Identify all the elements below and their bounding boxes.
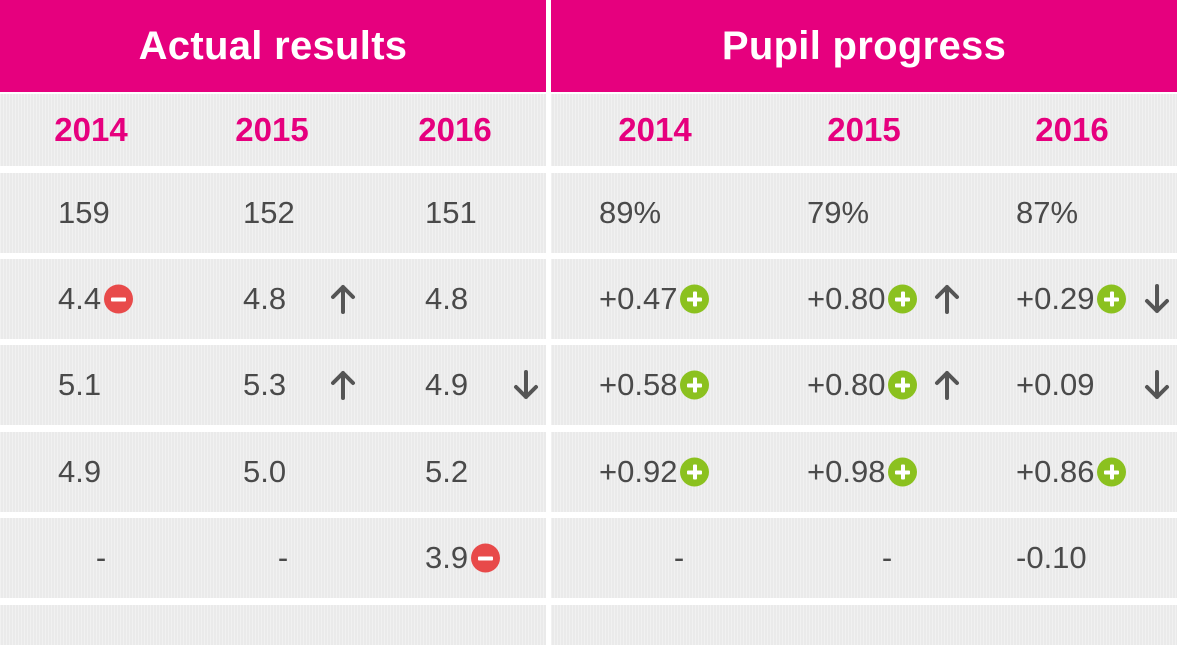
pupil-progress-title: Pupil progress	[551, 0, 1177, 92]
table-row: +0.58 +0.80 +0.09	[551, 345, 1177, 425]
table-row-partial	[0, 605, 546, 645]
plus-icon-wrapper	[888, 457, 917, 487]
progress-value-cell: 87%	[1016, 195, 1079, 230]
progress-value-cell: +0.92	[599, 454, 678, 489]
plus-icon-wrapper	[1097, 457, 1126, 487]
plus-icon-wrapper	[680, 370, 709, 400]
progress-year-2015: 2015	[827, 111, 901, 148]
progress-value-cell: +0.80	[807, 281, 886, 316]
progress-value-cell: 79%	[807, 195, 870, 230]
actual-value-cell: 3.9	[425, 540, 469, 575]
plus-icon	[680, 370, 709, 400]
progress-value-cell: +0.80	[807, 367, 886, 402]
progress-year-header-row: 2014 2015 2016	[551, 94, 1177, 166]
plus-icon-wrapper	[680, 284, 709, 314]
table-row: - - -0.10	[551, 518, 1177, 598]
actual-value-cell: 152	[243, 195, 295, 230]
actual-value-cell: 4.9	[425, 367, 469, 402]
plus-icon-wrapper	[888, 370, 917, 400]
plus-icon-wrapper	[888, 284, 917, 314]
arrow-up-icon	[330, 370, 356, 400]
plus-icon	[680, 284, 709, 314]
progress-value-cell: 89%	[599, 195, 662, 230]
plus-icon	[888, 457, 917, 487]
actual-year-2016: 2016	[418, 111, 492, 148]
arrow-up-icon	[330, 284, 356, 314]
plus-icon-wrapper	[680, 457, 709, 487]
table-row: 4.9 5.0 5.2	[0, 432, 546, 512]
progress-value-cell: -	[881, 540, 893, 575]
progress-value-cell: +0.47	[599, 281, 678, 316]
arrow-up-icon	[934, 284, 960, 314]
progress-value-cell: +0.98	[807, 454, 886, 489]
table-row: +0.47 +0.80 +0.29	[551, 259, 1177, 339]
actual-value-cell: 4.8	[425, 281, 469, 316]
progress-year-2016: 2016	[1035, 111, 1109, 148]
table-row: 4.4 4.8 4.8	[0, 259, 546, 339]
progress-value-cell: -	[673, 540, 685, 575]
actual-value-cell: -	[277, 540, 289, 575]
table-row: 89% 79% 87%	[551, 173, 1177, 253]
arrow-up-icon	[934, 370, 960, 400]
arrow-down-icon	[1144, 370, 1170, 400]
progress-value-cell: -0.10	[1016, 540, 1087, 575]
actual-year-2014: 2014	[54, 111, 128, 148]
table-row-partial	[551, 605, 1177, 645]
minus-icon	[471, 543, 500, 573]
actual-value-cell: 5.3	[243, 367, 287, 402]
actual-value-cell: 4.9	[58, 454, 102, 489]
plus-icon	[1097, 284, 1126, 314]
plus-icon	[888, 370, 917, 400]
actual-value-cell: 5.2	[425, 454, 469, 489]
progress-value-cell: +0.58	[599, 367, 678, 402]
table-row: 5.1 5.3 4.9	[0, 345, 546, 425]
plus-icon	[1097, 457, 1126, 487]
actual-value-cell: 4.4	[58, 281, 102, 316]
actual-value-cell: 5.1	[58, 367, 102, 402]
actual-year-header-row: 2014 2015 2016	[0, 94, 546, 166]
actual-results-panel: Actual results 2014 2015 2016 159 152 151 4.4 4…	[0, 0, 546, 645]
progress-value-cell: +0.09	[1016, 367, 1095, 402]
progress-value-cell: +0.86	[1016, 454, 1095, 489]
plus-icon	[888, 284, 917, 314]
actual-value-cell: -	[95, 540, 107, 575]
pupil-progress-panel: Pupil progress 2014 2015 2016 89% 79% 87% +0.4…	[551, 0, 1177, 645]
table-row: +0.92 +0.98 +0.86	[551, 432, 1177, 512]
actual-year-2015: 2015	[235, 111, 309, 148]
progress-value-cell: +0.29	[1016, 281, 1095, 316]
plus-icon	[680, 457, 709, 487]
plus-icon-wrapper	[1097, 284, 1126, 314]
minus-icon-wrapper	[104, 284, 133, 314]
minus-icon	[104, 284, 133, 314]
table-row: - - 3.9	[0, 518, 546, 598]
actual-value-cell: 159	[58, 195, 110, 230]
actual-value-cell: 5.0	[243, 454, 287, 489]
actual-results-title: Actual results	[0, 0, 546, 92]
arrow-down-icon	[1144, 284, 1170, 314]
minus-icon-wrapper	[471, 543, 500, 573]
actual-value-cell: 4.8	[243, 281, 287, 316]
arrow-down-icon	[513, 370, 539, 400]
progress-year-2014: 2014	[618, 111, 692, 148]
table-row: 159 152 151	[0, 173, 546, 253]
actual-value-cell: 151	[425, 195, 477, 230]
